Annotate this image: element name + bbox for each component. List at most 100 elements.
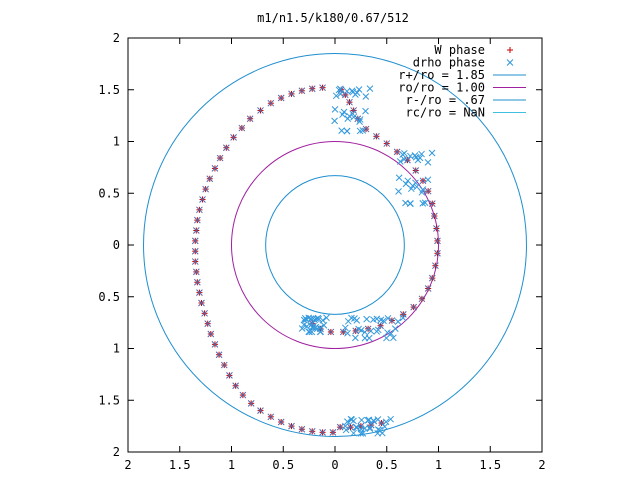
- cross-b: [373, 132, 380, 140]
- drho-cluster-point: [331, 117, 338, 125]
- cross-b: [396, 158, 404, 165]
- cross-b: [288, 90, 295, 98]
- drho-cluster-point: [381, 423, 389, 431]
- drho-phase-point: [329, 428, 337, 436]
- drho-cluster-point: [349, 110, 357, 118]
- cross-b: [314, 314, 322, 322]
- cross-b: [338, 127, 345, 134]
- drho-cluster-point: [418, 188, 426, 196]
- legend-label: rc/ro = NaN: [406, 106, 485, 120]
- drho-phase-point: [257, 407, 264, 414]
- cross-b: [339, 328, 347, 336]
- drho-cluster-point: [342, 426, 350, 434]
- legend-label: W phase: [434, 43, 485, 57]
- drho-cluster-point: [380, 317, 387, 325]
- cross-b: [327, 328, 335, 336]
- drho-cluster-point: [406, 200, 414, 207]
- circle-r-1: [231, 141, 439, 349]
- drho-cluster-point: [357, 429, 365, 437]
- cross-b: [374, 416, 382, 423]
- cross-b: [348, 87, 356, 95]
- cross-b: [339, 111, 346, 118]
- cross-b: [432, 262, 439, 270]
- drho-phase-point: [410, 303, 418, 311]
- cross-b: [366, 424, 374, 431]
- drho-cluster-point: [339, 111, 346, 118]
- drho-cluster-point: [418, 150, 425, 158]
- cross-b: [399, 314, 407, 322]
- x-tick-label: 2: [538, 458, 545, 472]
- cross-b: [428, 274, 436, 282]
- cross-b: [216, 154, 224, 162]
- drho-cluster-point: [356, 118, 363, 126]
- drho-phase-point: [354, 115, 362, 123]
- y-tick-label: 2: [113, 445, 120, 459]
- cross-b: [211, 341, 219, 348]
- circle-r-0.67: [265, 175, 405, 315]
- x-tick-label: 1.5: [479, 458, 501, 472]
- cross-b: [192, 268, 200, 276]
- cross-b: [303, 323, 311, 330]
- drho-phase-point: [319, 428, 326, 436]
- drho-cluster-point: [395, 188, 402, 195]
- cross-b: [215, 351, 223, 359]
- drho-phase-point: [192, 268, 200, 276]
- cross-b: [361, 328, 369, 336]
- legend-label: r-/ro = .67: [406, 93, 485, 107]
- cross-b: [506, 59, 514, 66]
- cross-b: [418, 295, 426, 303]
- cross-b: [192, 227, 200, 234]
- drho-cluster-point: [332, 92, 340, 100]
- drho-cluster-point: [300, 316, 308, 324]
- drho-phase-point: [232, 382, 239, 390]
- cross-b: [306, 328, 313, 336]
- cross-b: [238, 124, 246, 132]
- cross-b: [419, 177, 427, 185]
- cross-b: [288, 422, 295, 430]
- cross-b: [317, 328, 325, 336]
- x-tick-label: 0: [331, 458, 338, 472]
- cross-b: [376, 426, 383, 434]
- cross-b: [341, 324, 349, 332]
- drho-phase-point: [192, 227, 200, 234]
- drho-cluster-point: [399, 151, 407, 158]
- drho-cluster-point: [341, 324, 349, 332]
- cross-b: [222, 144, 230, 152]
- drho-phase-point: [383, 140, 391, 147]
- legend-label: drho phase: [413, 56, 485, 70]
- drho-phase-point: [215, 351, 223, 359]
- drho-phase-point: [419, 177, 427, 185]
- drho-cluster-point: [382, 418, 390, 426]
- drho-phase-point: [424, 285, 432, 292]
- drho-cluster-point: [357, 326, 365, 334]
- cross-b: [377, 316, 385, 324]
- cross-b: [424, 176, 432, 184]
- cross-b: [355, 86, 363, 93]
- cross-b: [349, 110, 357, 118]
- cross-b: [354, 115, 362, 123]
- cross-b: [388, 317, 396, 324]
- drho-phase-point: [246, 115, 254, 123]
- cross-b: [407, 152, 414, 160]
- drho-phase-point: [288, 422, 295, 430]
- drho-cluster-point: [366, 85, 374, 92]
- cross-b: [414, 156, 422, 164]
- drho-cluster-point: [414, 156, 422, 164]
- drho-cluster-point: [365, 334, 373, 342]
- cross-b: [370, 417, 378, 425]
- cross-b: [373, 315, 381, 323]
- drho-phase-point: [319, 84, 326, 92]
- drho-phase-point: [267, 99, 275, 107]
- cross-b: [196, 206, 203, 214]
- drho-cluster-point: [387, 330, 395, 337]
- drho-phase-point: [202, 185, 209, 193]
- cross-b: [381, 423, 389, 431]
- cross-b: [421, 199, 429, 207]
- x-tick-label: 1: [435, 458, 442, 472]
- legend-marker-cross: [506, 59, 514, 66]
- drho-cluster-point: [353, 317, 361, 324]
- cross-b: [366, 85, 374, 92]
- cross-b: [230, 134, 237, 141]
- cross-b: [434, 237, 441, 245]
- drho-cluster-point: [358, 416, 365, 424]
